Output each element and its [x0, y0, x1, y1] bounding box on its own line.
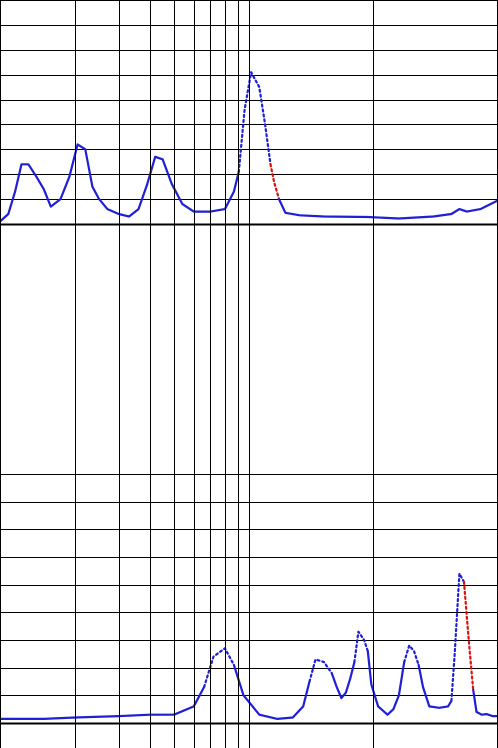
series-line-dotted — [403, 644, 420, 666]
series-line-dotted — [450, 572, 466, 702]
series-line — [0, 143, 240, 223]
series-line-dotted — [308, 658, 333, 683]
series-line-highlight — [269, 163, 281, 201]
series-line — [277, 198, 498, 220]
series-line — [0, 685, 206, 720]
series-line — [330, 661, 356, 700]
series-line — [417, 663, 453, 709]
series-line-highlight — [462, 580, 475, 691]
series-line — [366, 650, 406, 716]
series-line — [472, 688, 498, 718]
series-line — [232, 663, 311, 720]
series-line-dotted — [203, 647, 235, 689]
series-line-dotted — [237, 71, 272, 173]
series-line-dotted — [353, 630, 369, 664]
